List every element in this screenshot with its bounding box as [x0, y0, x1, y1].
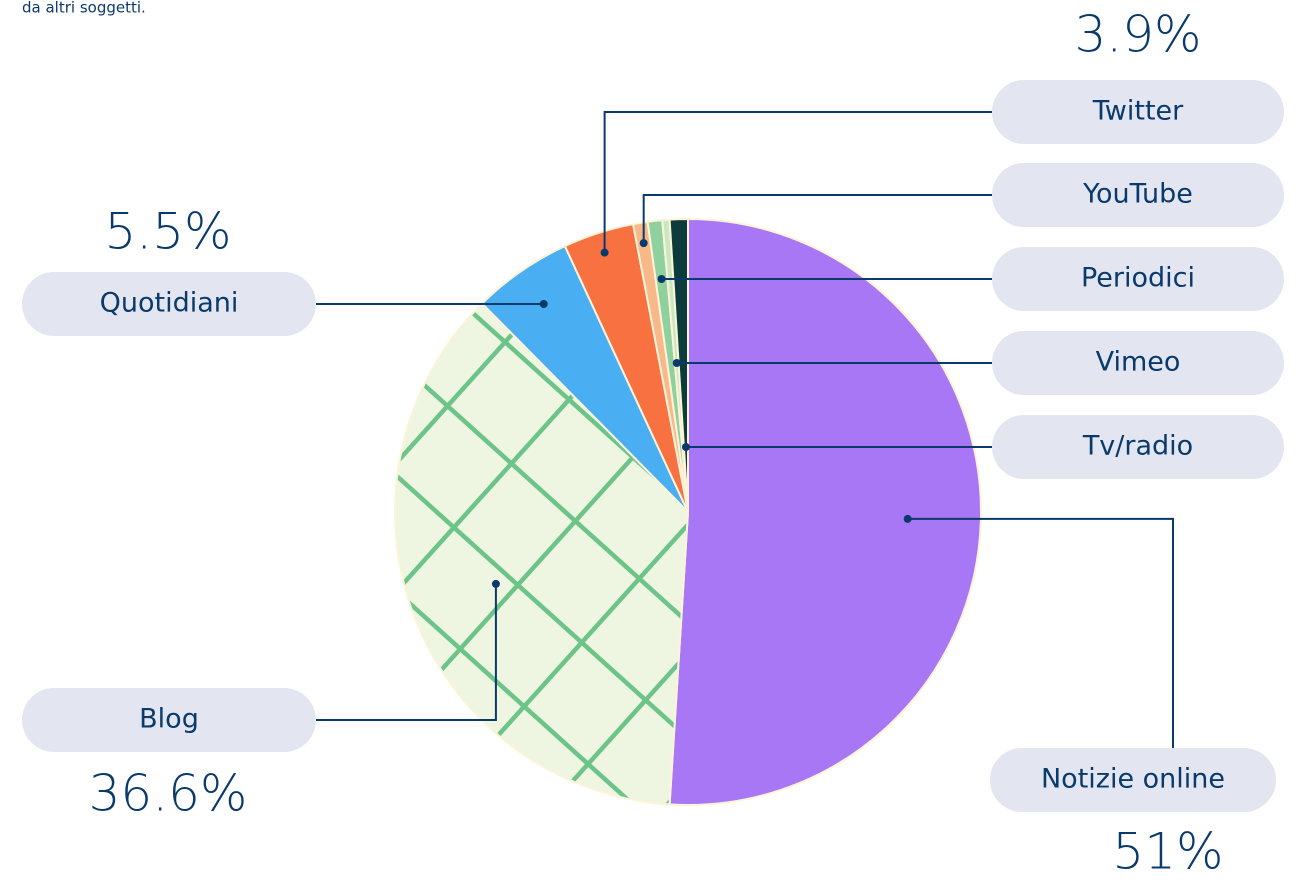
leader-line	[907, 517, 1174, 748]
category-label: Twitter	[1092, 96, 1184, 127]
category-label: Quotidiani	[100, 288, 239, 319]
category-label: Vimeo	[1096, 347, 1181, 378]
leader-dot	[903, 514, 912, 523]
label-pill	[992, 415, 1284, 479]
category-label: Periodici	[1081, 263, 1195, 294]
value-label: 5.5%	[104, 203, 231, 261]
label-pill	[992, 247, 1284, 311]
pie-slice	[394, 302, 690, 806]
leader-dot	[657, 275, 666, 283]
leader-dot	[672, 359, 681, 367]
leader-dot	[600, 248, 609, 257]
labels: Notizie online 51% Blog 36.6% Quotidiani 5.5%…	[22, 6, 1284, 881]
pie-slice	[668, 217, 982, 806]
pie	[394, 217, 982, 806]
category-label: Tv/radio	[1082, 431, 1193, 462]
leader-line	[642, 194, 992, 244]
value-label: 36.6%	[89, 765, 248, 823]
category-label: Blog	[139, 704, 199, 735]
label-pill	[990, 748, 1276, 812]
label-pill	[22, 272, 316, 336]
value-label: 3.9%	[1074, 6, 1201, 64]
value-label: 51%	[1112, 823, 1223, 881]
category-label: YouTube	[1082, 179, 1193, 210]
leader-dot	[639, 239, 648, 248]
label-pill	[992, 163, 1284, 227]
leader-dot	[539, 300, 548, 308]
label-pill	[992, 80, 1284, 144]
label-pill	[992, 331, 1284, 395]
leader-dot	[681, 443, 690, 451]
leader-dot	[491, 579, 500, 588]
leader-line	[603, 111, 992, 253]
leader-line	[316, 583, 497, 721]
label-pill	[22, 688, 316, 752]
category-label: Notizie online	[1041, 764, 1225, 795]
intro-text: da altri soggetti.	[22, 0, 146, 17]
